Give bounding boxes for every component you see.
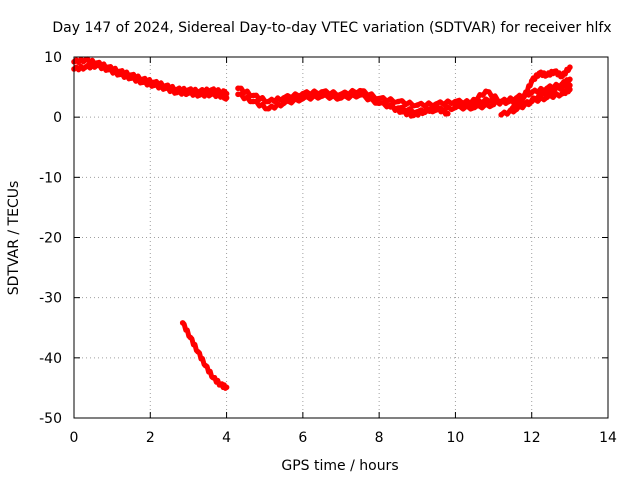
- data-point: [433, 105, 440, 111]
- data-point: [536, 70, 543, 76]
- series-band-late-c: [509, 64, 573, 111]
- data-point: [128, 75, 134, 81]
- data-point: [235, 91, 241, 98]
- data-point: [544, 72, 550, 78]
- data-series-layer: [71, 56, 573, 391]
- data-point: [197, 92, 203, 98]
- data-point: [490, 100, 497, 107]
- data-point: [357, 92, 363, 98]
- data-point: [567, 76, 573, 83]
- data-point: [528, 89, 535, 96]
- data-point: [265, 98, 272, 105]
- data-point: [338, 95, 344, 101]
- y-tick-label: 10: [44, 50, 62, 66]
- data-point: [376, 100, 382, 107]
- data-point: [445, 110, 451, 117]
- x-tick-label: 10: [447, 430, 465, 446]
- y-tick-label: 0: [53, 110, 62, 126]
- data-point: [82, 57, 89, 63]
- data-point: [235, 85, 241, 92]
- data-point: [208, 91, 215, 98]
- series-line: [388, 103, 451, 119]
- data-point: [162, 85, 169, 92]
- data-point: [422, 108, 428, 114]
- x-tick-label: 6: [298, 430, 307, 446]
- data-point: [94, 62, 100, 69]
- data-point: [471, 104, 478, 111]
- series-descending-track: [179, 320, 230, 391]
- y-tick-label: -10: [39, 170, 62, 186]
- y-tick-label: -30: [39, 291, 62, 307]
- data-point: [319, 93, 325, 99]
- grid: [74, 57, 608, 418]
- x-tick-label: 12: [523, 430, 541, 446]
- data-point: [567, 82, 573, 89]
- data-point: [117, 71, 123, 78]
- data-point: [250, 92, 257, 99]
- x-tick-label: 0: [70, 430, 79, 446]
- series-band-late-d: [490, 82, 573, 109]
- series-band-early-a: [71, 56, 230, 98]
- data-point: [521, 102, 527, 108]
- data-point: [467, 100, 474, 107]
- series-line: [491, 82, 573, 109]
- data-point: [195, 349, 201, 355]
- data-point: [387, 104, 394, 110]
- y-tick-label: -40: [39, 351, 62, 367]
- data-point: [218, 382, 224, 388]
- data-point: [521, 93, 527, 100]
- x-tick-label: 8: [375, 430, 384, 446]
- data-point: [395, 98, 402, 105]
- y-tick-label: -50: [39, 411, 62, 427]
- data-point: [376, 95, 382, 102]
- data-point: [281, 100, 287, 107]
- data-point: [357, 87, 363, 94]
- data-point: [567, 64, 573, 70]
- data-point: [399, 109, 405, 115]
- data-point: [559, 90, 565, 97]
- data-point: [483, 88, 489, 95]
- data-point: [300, 95, 306, 102]
- y-tick-labels: 10 0 -10 -20 -30 -40 -50: [39, 50, 62, 427]
- data-point: [210, 374, 216, 381]
- x-tick-labels: 0 2 4 6 8 10 12 14: [70, 430, 617, 446]
- series-band-early-b: [71, 62, 230, 102]
- data-point: [151, 82, 157, 89]
- axis-ticks: [73, 56, 609, 419]
- data-point: [179, 320, 186, 326]
- data-point: [202, 362, 209, 369]
- data-point: [265, 105, 272, 112]
- data-point: [139, 79, 146, 86]
- data-point: [223, 384, 230, 391]
- y-tick-label: -20: [39, 231, 62, 247]
- data-point: [452, 102, 459, 108]
- series-line: [180, 320, 230, 391]
- data-point: [536, 92, 543, 99]
- data-point: [506, 98, 512, 105]
- data-point: [82, 64, 89, 70]
- data-point: [410, 112, 417, 119]
- data-point: [551, 86, 558, 93]
- data-point: [551, 68, 558, 75]
- data-point: [223, 95, 230, 101]
- series-band-mid-c: [387, 103, 451, 119]
- data-point: [559, 73, 565, 80]
- data-point: [187, 334, 194, 341]
- x-tick-label: 2: [146, 430, 155, 446]
- data-point: [174, 89, 180, 96]
- x-tick-label: 4: [222, 430, 231, 446]
- x-tick-label: 14: [599, 430, 617, 446]
- data-point: [185, 90, 192, 96]
- chart-title: Day 147 of 2024, Sidereal Day-to-day VTE…: [52, 20, 611, 36]
- x-axis-label: GPS time / hours: [281, 458, 398, 474]
- data-point: [498, 112, 505, 118]
- data-point: [105, 66, 112, 73]
- y-axis-label: SDTVAR / TECUs: [6, 181, 22, 296]
- data-point: [281, 95, 287, 101]
- data-point: [250, 98, 257, 105]
- data-point: [528, 78, 535, 84]
- data-point: [414, 102, 421, 108]
